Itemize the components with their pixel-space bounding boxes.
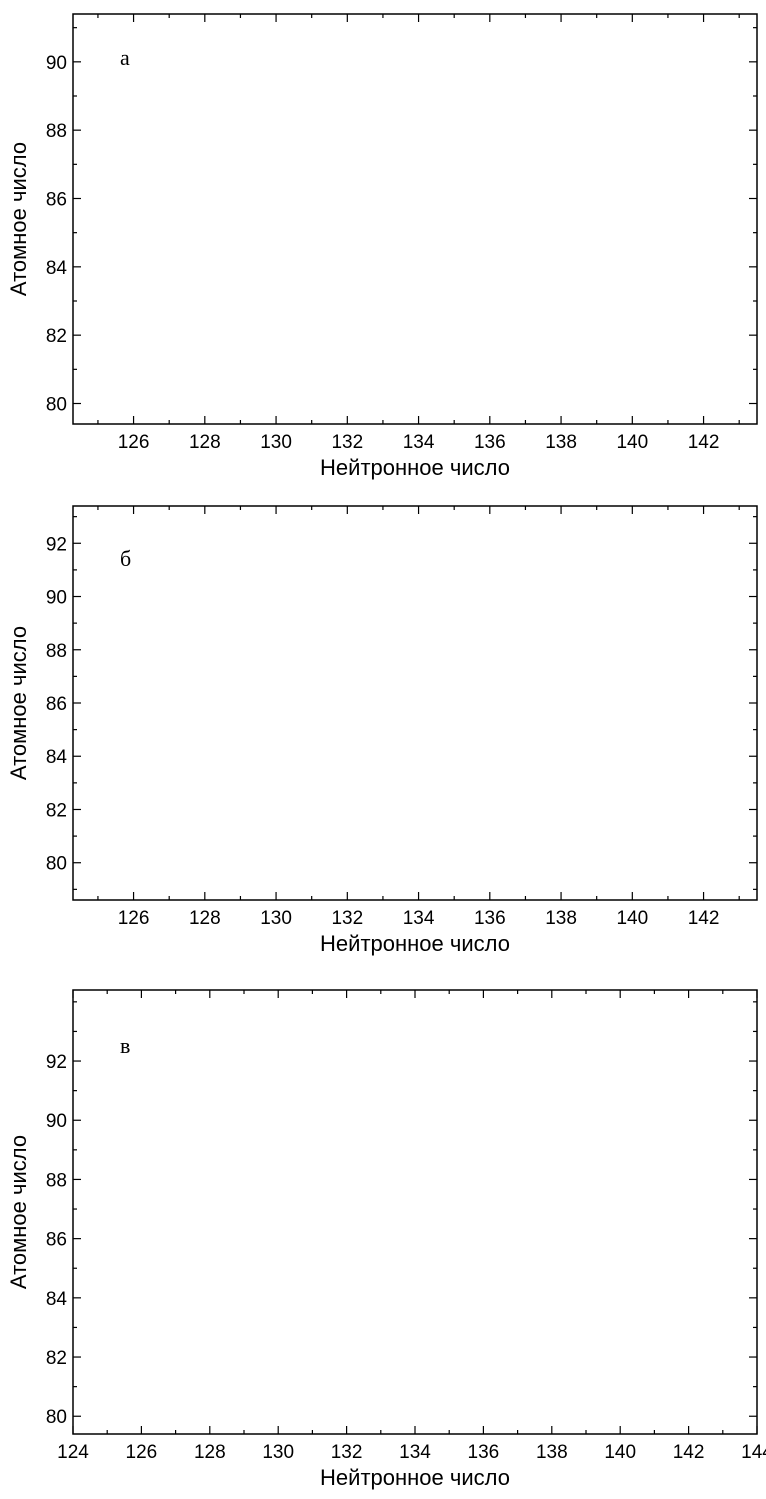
x-tick-label: 136: [468, 1442, 500, 1463]
plot-frame: [72, 13, 758, 425]
y-axis-title: Атомное число: [6, 142, 31, 296]
x-tick-label: 126: [118, 908, 150, 929]
x-tick-label: 142: [673, 1442, 705, 1463]
x-tick-label: 130: [262, 1442, 294, 1463]
x-tick-label: 144: [741, 1442, 766, 1463]
x-tick-label: 138: [545, 908, 577, 929]
x-tick-label: 132: [331, 432, 363, 453]
y-tick-label: 82: [46, 326, 67, 347]
x-tick-label: 138: [545, 432, 577, 453]
y-tick-label: 88: [46, 641, 67, 662]
x-tick-label: 142: [688, 908, 720, 929]
x-tick-label: 140: [616, 432, 648, 453]
panel-label: а: [120, 45, 130, 70]
y-tick-label: 82: [46, 1348, 67, 1369]
y-tick-label: 92: [46, 1052, 67, 1073]
x-tick-label: 138: [536, 1442, 568, 1463]
x-tick-label: 126: [126, 1442, 158, 1463]
y-tick-label: 80: [46, 1407, 67, 1428]
x-tick-label: 134: [403, 908, 435, 929]
y-tick-label: 84: [46, 1289, 68, 1310]
y-tick-label: 90: [46, 53, 67, 74]
x-axis-title: Нейтронное число: [320, 931, 510, 956]
plot-frame: [72, 505, 758, 901]
chart-panel-2: 126 128 130 132 134 136 138 140 142 80 82 84 86 88 90 9…: [6, 505, 758, 956]
x-tick-label: 130: [260, 432, 292, 453]
y-tick-label: 84: [46, 747, 68, 768]
x-tick-label: 132: [331, 908, 363, 929]
y-tick-label: 90: [46, 1111, 67, 1132]
x-tick-label: 130: [260, 908, 292, 929]
x-tick-label: 128: [189, 908, 221, 929]
y-axis-title: Атомное число: [6, 1135, 31, 1289]
y-tick-label: 86: [46, 1230, 67, 1251]
x-tick-label: 134: [403, 432, 435, 453]
x-tick-label: 140: [604, 1442, 636, 1463]
chart-panel-1: 126 128 130 132 134 136 138 140 142 80 82 84 86 88 90 Н…: [6, 13, 758, 480]
x-tick-label: 132: [331, 1442, 363, 1463]
chart-panel-3: 124 126 128 130 132 134 136 138 140 142 144 80 82 84 8…: [6, 989, 766, 1490]
x-tick-label: 134: [399, 1442, 431, 1463]
y-tick-label: 90: [46, 588, 67, 609]
y-tick-label: 92: [46, 534, 67, 555]
y-tick-label: 84: [46, 258, 68, 279]
x-tick-label: 126: [118, 432, 150, 453]
x-tick-label: 140: [616, 908, 648, 929]
x-tick-label: 124: [57, 1442, 89, 1463]
y-axis-title: Атомное число: [6, 626, 31, 780]
x-tick-label: 136: [474, 432, 506, 453]
plot-frame: [72, 989, 758, 1435]
panel-label: в: [120, 1033, 130, 1058]
y-tick-label: 86: [46, 694, 67, 715]
x-tick-label: 142: [688, 432, 720, 453]
y-tick-label: 88: [46, 1170, 67, 1191]
x-tick-label: 128: [189, 432, 221, 453]
y-tick-label: 82: [46, 800, 67, 821]
x-tick-label: 128: [194, 1442, 226, 1463]
y-tick-label: 86: [46, 190, 67, 211]
y-tick-label: 88: [46, 121, 67, 142]
x-tick-label: 136: [474, 908, 506, 929]
x-axis-title: Нейтронное число: [320, 455, 510, 480]
y-tick-label: 80: [46, 854, 67, 875]
y-tick-label: 80: [46, 395, 67, 416]
x-axis-title: Нейтронное число: [320, 1465, 510, 1490]
panel-label: б: [120, 546, 131, 571]
